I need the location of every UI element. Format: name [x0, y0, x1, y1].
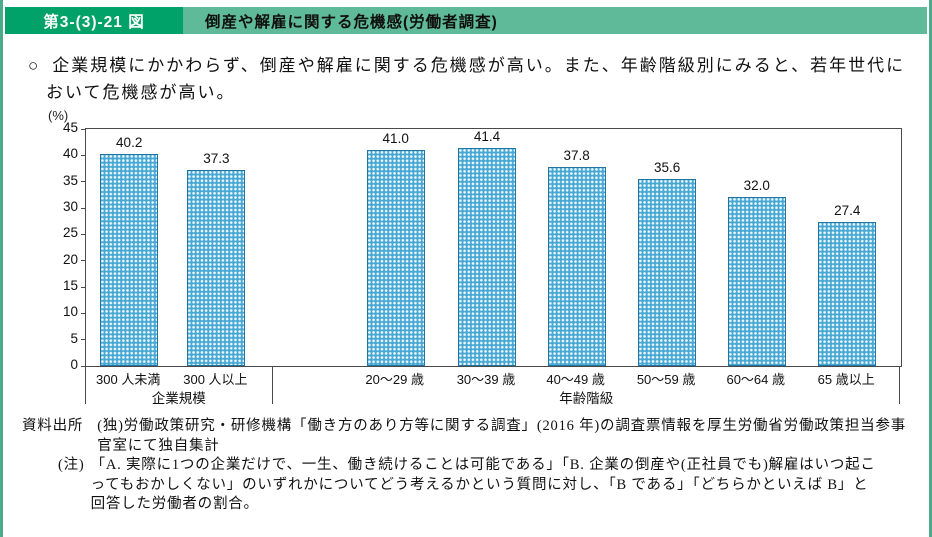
- bar-value-label: 41.0: [382, 131, 409, 147]
- figure-number-label: 第3-(3)-21 図: [5, 7, 183, 34]
- figure-title: 倒産や解雇に関する危機感(労働者調査): [183, 7, 927, 34]
- note-text: 「A. 実際に1つの企業だけで、一生、働き続けることは可能である」「B. 企業の…: [90, 457, 876, 512]
- x-category-label: 300 人以上: [183, 372, 248, 387]
- x-category-label: 20〜29 歳: [365, 372, 424, 387]
- bar-value-label: 37.3: [203, 150, 230, 166]
- y-tick-label: 15: [62, 278, 78, 293]
- y-tick-mark: [81, 312, 86, 314]
- source-label: 資料出所: [22, 418, 84, 434]
- bar-value-label: 37.8: [563, 147, 590, 163]
- source-row: 資料出所 (独)労働政策研究・研修機構「働き方のあり方等に関する調査」(2016…: [22, 417, 924, 456]
- group-separator-line: [272, 366, 274, 404]
- y-tick-label: 20: [62, 251, 78, 267]
- summary-text: 企業規模にかかわらず、倒産や解雇に関する危機感が高い。また、年齢階級別にみると、…: [46, 56, 906, 102]
- x-group-label: 年齢階級: [559, 391, 614, 406]
- footer-notes: 資料出所 (独)労働政策研究・研修機構「働き方のあり方等に関する調査」(2016…: [22, 417, 924, 515]
- y-tick-label: 45: [62, 120, 78, 135]
- group-separator-line: [899, 366, 900, 404]
- bar-value-label: 41.4: [473, 128, 501, 144]
- bar-value-label: 32.0: [743, 178, 770, 194]
- x-category-label: 60〜64 歳: [726, 372, 786, 387]
- bar: [100, 154, 159, 366]
- x-category-label: 300 人未満: [96, 372, 161, 387]
- y-tick-mark: [81, 233, 86, 235]
- x-category-label: 30〜39 歳: [456, 372, 516, 387]
- bar-value-label: 27.4: [834, 202, 861, 218]
- bar: [187, 169, 246, 366]
- circle-bullet-icon: ○: [28, 56, 41, 75]
- bar-value-label: 35.6: [653, 159, 681, 175]
- y-tick-mark: [81, 260, 86, 262]
- y-tick-label: 40: [62, 146, 78, 162]
- source-text: (独)労働政策研究・研修機構「働き方のあり方等に関する調査」(2016 年)の調…: [97, 418, 907, 454]
- y-axis-unit-label: (%): [48, 108, 69, 123]
- bar: [366, 150, 425, 366]
- y-tick-mark: [81, 286, 86, 288]
- y-tick-mark: [81, 181, 86, 183]
- y-tick-label: 30: [62, 199, 78, 214]
- plot-area: 0 5 10 15 20 25 30 35 40 45 40.2 37.3 41.0 41.4 37.8 35…: [63, 120, 902, 372]
- y-tick-label: 5: [70, 330, 78, 346]
- x-category-label: 40〜49 歳: [546, 372, 605, 387]
- bar: [727, 197, 786, 366]
- bar-value-label: 40.2: [116, 135, 143, 151]
- x-category-label: 50〜59 歳: [636, 372, 696, 387]
- bar: [457, 147, 516, 366]
- y-tick-label: 25: [62, 225, 78, 241]
- figure-header: 第3-(3)-21 図 倒産や解雇に関する危機感(労働者調査): [5, 7, 927, 34]
- group-separator-line: [85, 366, 86, 404]
- y-tick-label: 0: [70, 357, 78, 372]
- note-row: (注) 「A. 実際に1つの企業だけで、一生、働き続けることは可能である」「B.…: [58, 456, 924, 515]
- y-tick-mark: [81, 365, 86, 367]
- note-label: (注): [58, 457, 85, 473]
- x-group-label: 企業規模: [151, 391, 206, 406]
- bar: [818, 221, 877, 366]
- y-tick-label: 35: [62, 172, 78, 188]
- x-label-area: 300 人未満 300 人以上企業規模 20〜29 歳 30〜39 歳 40〜49 歳 5…: [85, 366, 900, 406]
- y-tick-mark: [81, 207, 86, 209]
- y-tick-mark: [81, 128, 86, 130]
- y-tick-mark: [81, 154, 86, 156]
- y-tick-label: 10: [62, 304, 78, 320]
- left-border-line: [0, 0, 3, 537]
- x-category-label: 65 歳以上: [817, 372, 875, 387]
- y-tick-mark: [81, 339, 86, 341]
- bar: [638, 178, 697, 366]
- summary-paragraph: ○ 企業規模にかかわらず、倒産や解雇に関する危機感が高い。また、年齢階級別にみると…: [28, 52, 924, 106]
- right-border-line: [929, 0, 932, 537]
- bar: [547, 166, 606, 366]
